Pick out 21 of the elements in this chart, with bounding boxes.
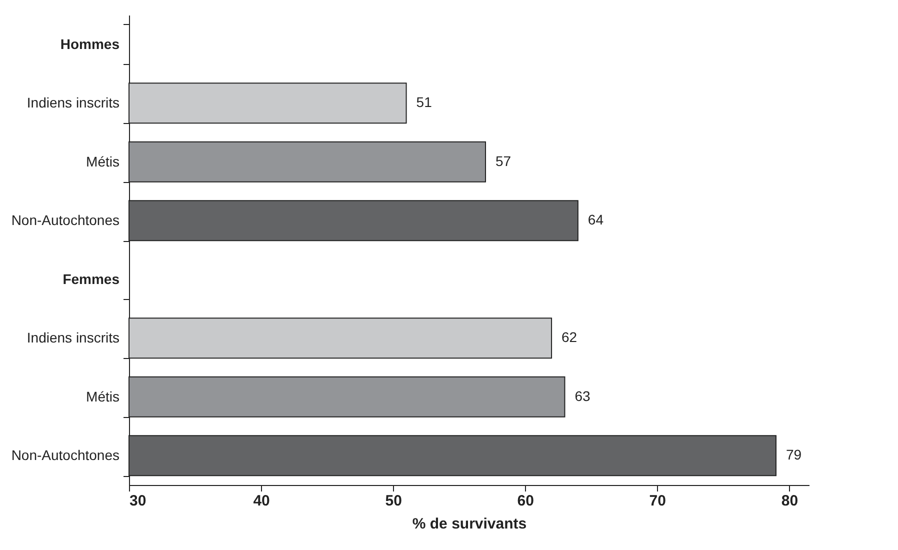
- data-label: 63: [574, 388, 591, 404]
- x-tick-label: 70: [649, 492, 666, 510]
- y-tick-label: Indiens inscrits: [26, 330, 120, 346]
- y-tick-label: Femmes: [62, 270, 120, 287]
- y-tick-label: Métis: [86, 388, 120, 404]
- data-label: 62: [562, 329, 578, 346]
- x-tick-label: 80: [781, 492, 798, 510]
- x-tick-label: 30: [130, 492, 146, 510]
- data-label: 79: [786, 446, 802, 463]
- data-label: 51: [416, 94, 432, 110]
- y-tick-label: Hommes: [60, 36, 120, 52]
- x-tick-label: 50: [385, 492, 402, 510]
- y-tick-label: Indiens inscrits: [26, 94, 120, 111]
- x-axis-title: % de survivants: [412, 516, 527, 532]
- x-tick-label: 60: [517, 492, 534, 510]
- data-label: 64: [588, 212, 604, 228]
- y-tick-label: Non-Autochtones: [11, 212, 120, 228]
- y-tick-label: Métis: [86, 153, 120, 170]
- x-tick-label: 40: [253, 492, 270, 510]
- y-tick-label: Non-Autochtones: [11, 447, 120, 464]
- data-label: 57: [496, 152, 512, 169]
